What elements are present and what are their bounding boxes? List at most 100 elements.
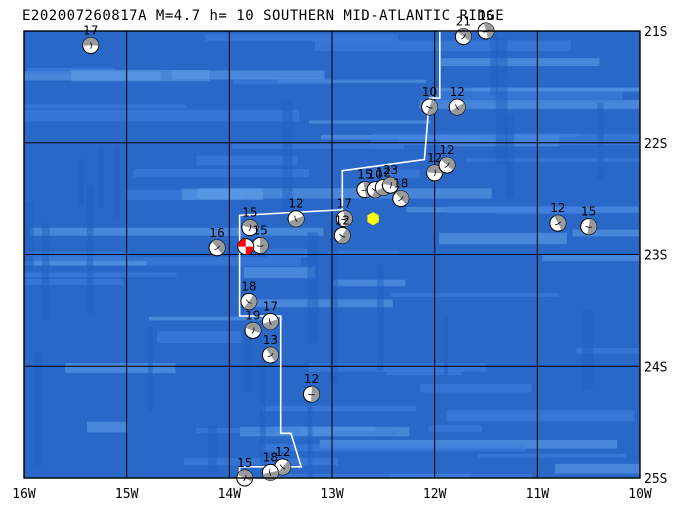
bathymetry-band [261, 444, 526, 452]
depth-label: 12 [304, 372, 319, 386]
beachball-nodal-line [90, 42, 92, 49]
bathymetry-band [79, 158, 84, 206]
bathymetry-band [65, 363, 176, 374]
y-tick-labels: 21S 22S 23S 24S 25S [644, 25, 667, 487]
bathymetry-band [429, 90, 623, 103]
depth-label: 17 [263, 300, 278, 314]
depth-label: 12 [335, 214, 350, 228]
bathymetry-band [30, 227, 324, 236]
focal-mechanism: 15 [241, 206, 259, 237]
bathymetry-band [86, 185, 94, 314]
y-tick-label: 21S [644, 25, 667, 40]
focal-mechanism: 15 [580, 205, 598, 236]
bathymetry-band [309, 120, 431, 124]
bathymetry-band [334, 430, 397, 436]
bathymetry-band [149, 316, 283, 321]
x-tick-label: 15W [115, 487, 139, 502]
bathymetry-band [446, 410, 635, 422]
focal-mechanism: 18 [392, 177, 410, 208]
bathymetry-band [231, 143, 405, 150]
x-tick-label: 14W [218, 487, 242, 502]
bathymetry-band [133, 169, 310, 178]
bathymetry-band [24, 278, 123, 286]
focal-mechanism: 12 [549, 201, 567, 232]
focal-mechanism: 15 [477, 9, 495, 40]
beachball-quadrant [382, 177, 399, 187]
x-tick-label: 12W [423, 487, 447, 502]
focal-mechanism: 13 [261, 333, 279, 364]
beachball-nodal-line [248, 224, 252, 232]
bathymetry-band [86, 421, 128, 433]
depth-label: 12 [275, 445, 290, 459]
bathymetry-band [172, 70, 325, 80]
bathymetry-band [278, 79, 427, 83]
depth-label: 18 [393, 177, 408, 191]
bathymetry-band [505, 115, 515, 197]
focal-mechanism: 16 [208, 226, 226, 257]
beachball-nodal-line [267, 353, 274, 358]
x-tick-label: 16W [12, 487, 36, 502]
depth-label: 16 [209, 226, 224, 240]
bathymetry-band [99, 146, 104, 208]
y-tick-label: 23S [644, 249, 667, 264]
beachball-quadrant [242, 219, 258, 230]
bathymetry-band [24, 260, 147, 266]
bathymetry-band [205, 34, 398, 42]
bathymetry-band [376, 264, 384, 371]
bathymetry-band [34, 352, 42, 467]
beachball-nodal-line [461, 33, 466, 40]
bathymetry-band [597, 103, 604, 180]
x-tick-labels: 16W 15W 14W 13W 12W 11W 10W [12, 487, 652, 502]
beachball-nodal-line [341, 218, 348, 220]
depth-label: 13 [263, 333, 278, 347]
bathymetry-band [71, 69, 210, 82]
beachball-nodal-line [251, 327, 255, 334]
depth-label: 15 [357, 168, 372, 182]
depth-label: 12 [427, 151, 442, 165]
x-tick-label: 13W [320, 487, 344, 502]
beachball-nodal-line [389, 181, 392, 189]
depth-label: 12 [450, 85, 465, 99]
beachball-quadrant [426, 164, 443, 174]
bathymetry-band [572, 229, 640, 237]
epicenter [367, 212, 379, 226]
beachball-nodal-line [398, 196, 404, 202]
map-title: E202007260817A M=4.7 h= 10 SOUTHERN MID-… [22, 8, 505, 24]
x-tick-label: 10W [628, 487, 652, 502]
bathymetry-band [386, 370, 462, 376]
bathymetry-band [24, 272, 177, 277]
depth-label: 10 [367, 168, 382, 182]
bathymetry-band [244, 331, 252, 392]
focal-mechanism: 15 [251, 224, 269, 255]
bathymetry-band [495, 38, 508, 165]
bathymetry-band [266, 248, 308, 258]
bathymetry-band [24, 109, 300, 122]
focal-mechanism: 12 [274, 445, 292, 476]
focal-mechanism: 23 [382, 163, 400, 194]
bathymetry-band [314, 40, 571, 51]
bathymetry [24, 31, 640, 478]
bathymetry-band [440, 58, 600, 67]
beachball-quadrant [262, 319, 279, 330]
beachball-quadrant [277, 460, 291, 475]
beachball-nodal-line [256, 245, 264, 247]
beachball-quadrant [338, 228, 351, 244]
beachball-quadrant [244, 294, 257, 310]
bathymetry-band [363, 169, 420, 179]
bathymetry-band [329, 250, 400, 256]
focal-mechanism: 21 [454, 15, 472, 46]
y-tick-label: 24S [644, 360, 667, 375]
ridge-line [238, 30, 461, 478]
bathymetry-band [26, 68, 115, 74]
bathymetry-band [307, 387, 313, 478]
depth-label: 12 [288, 197, 303, 211]
focal-mechanism: 12 [287, 197, 305, 228]
beachball-quadrant [245, 322, 261, 334]
bathymetry-band [197, 188, 492, 199]
beachball-quadrant [395, 190, 409, 205]
depth-label: 15 [252, 224, 267, 238]
x-tick-label: 11W [526, 487, 550, 502]
bathymetry-band [443, 317, 448, 377]
bathymetry-band [490, 31, 498, 95]
